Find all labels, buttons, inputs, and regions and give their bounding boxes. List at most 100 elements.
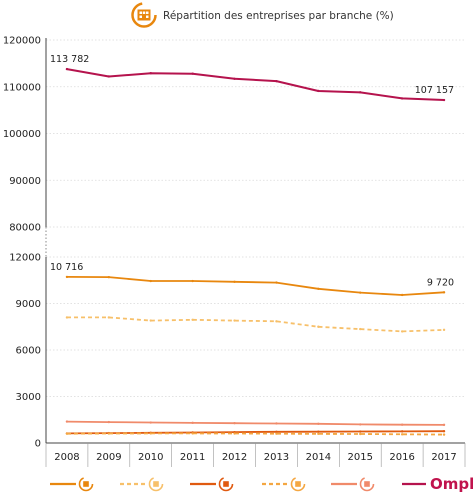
data-point	[149, 432, 152, 435]
x-tick-label: 2011	[180, 452, 205, 463]
data-point	[442, 423, 446, 427]
branch-4-icon	[290, 476, 306, 492]
legend-icon-glyph	[153, 481, 159, 487]
x-tick-label: 2015	[348, 452, 373, 463]
data-point	[191, 279, 194, 283]
data-point	[275, 320, 278, 323]
data-point	[317, 287, 320, 290]
axes: 80000 90000 100000 110000 120000 0 3000 6000 900…	[3, 36, 466, 467]
data-point	[317, 432, 320, 436]
upper-y-tick-label: 80000	[9, 223, 41, 234]
data-point	[65, 316, 69, 319]
x-tick-label: 2010	[138, 452, 163, 463]
branch-3-icon	[218, 476, 234, 492]
data-label: 9 720	[427, 277, 454, 288]
data-point	[191, 318, 194, 321]
data-point	[442, 430, 446, 433]
series-line-2	[66, 276, 445, 296]
data-point	[107, 275, 111, 279]
data-point	[275, 79, 278, 83]
data-point	[275, 422, 278, 425]
data-point	[442, 328, 446, 332]
upper-y-tick-label: 110000	[3, 82, 41, 93]
data-point	[65, 275, 69, 279]
legend: Ompl	[50, 475, 474, 493]
data-label: 113 782	[50, 54, 89, 65]
x-tick-label: 2008	[54, 452, 79, 463]
data-point	[149, 279, 152, 283]
data-point	[359, 291, 362, 294]
data-point	[275, 430, 278, 434]
chart-header: Répartition des entreprises par branche …	[131, 2, 394, 28]
data-point	[233, 77, 236, 81]
x-tick-label: 2014	[306, 452, 331, 463]
data-point	[275, 432, 278, 435]
legend-icon-ring	[218, 476, 234, 492]
x-tick-label: 2017	[431, 452, 456, 463]
data-point	[400, 423, 404, 426]
upper-y-tick-label: 90000	[9, 176, 41, 187]
data-point	[400, 97, 404, 100]
data-point	[233, 280, 236, 283]
data-point	[442, 98, 446, 102]
data-point	[275, 281, 278, 284]
series-group	[65, 67, 446, 436]
data-labels: 113 782 107 157 10 716 9 720	[50, 54, 454, 288]
data-point	[65, 432, 69, 435]
data-point	[107, 316, 111, 319]
lower-y-tick-label: 3000	[16, 392, 41, 403]
data-point	[317, 89, 320, 93]
branch-2-icon	[148, 476, 164, 492]
data-point	[107, 75, 111, 78]
chart-title: Répartition des entreprises par branche …	[163, 10, 394, 22]
data-point	[149, 319, 152, 322]
data-point	[65, 420, 69, 423]
data-point	[65, 67, 69, 71]
data-point	[107, 432, 111, 435]
series-line-4	[66, 420, 445, 426]
lower-y-tick-label: 12000	[9, 253, 41, 264]
data-label: 10 716	[50, 262, 83, 273]
building-icon	[131, 2, 157, 28]
legend-icon-ring	[148, 476, 164, 492]
branch-5-icon	[359, 476, 375, 492]
x-tick-label: 2009	[96, 452, 121, 463]
data-point	[359, 91, 362, 94]
data-point	[442, 433, 446, 436]
data-point	[233, 432, 236, 435]
data-point	[149, 71, 152, 75]
x-tick-label: 2016	[389, 452, 414, 463]
data-point	[442, 291, 446, 294]
branch-1-icon	[78, 476, 94, 492]
data-label: 107 157	[415, 85, 454, 96]
data-point	[191, 421, 194, 425]
data-point	[400, 430, 404, 433]
data-point	[359, 430, 362, 433]
lower-y-tick-label: 6000	[16, 346, 41, 357]
data-point	[400, 293, 404, 297]
data-point	[317, 430, 320, 433]
x-tick-label: 2013	[264, 452, 289, 463]
data-point	[233, 421, 236, 425]
data-point	[317, 325, 320, 328]
legend-icon-ring	[78, 476, 94, 492]
data-point	[359, 423, 362, 426]
data-point	[149, 421, 152, 424]
upper-y-tick-label: 100000	[3, 129, 41, 140]
data-point	[400, 433, 404, 436]
legend-icon-glyph	[83, 481, 89, 487]
series-line-3	[67, 316, 445, 333]
x-tick-label: 2012	[222, 452, 247, 463]
series-line-1	[66, 68, 445, 101]
data-point	[191, 72, 194, 75]
series-line-6	[66, 432, 445, 436]
series-line-5	[66, 430, 445, 435]
legend-icon-glyph	[223, 481, 229, 487]
legend-icon-ring	[359, 476, 375, 492]
data-point	[317, 422, 320, 425]
legend-icon-glyph	[364, 481, 370, 487]
upper-y-tick-label: 120000	[3, 36, 41, 47]
data-point	[233, 319, 236, 322]
data-point	[400, 330, 404, 333]
